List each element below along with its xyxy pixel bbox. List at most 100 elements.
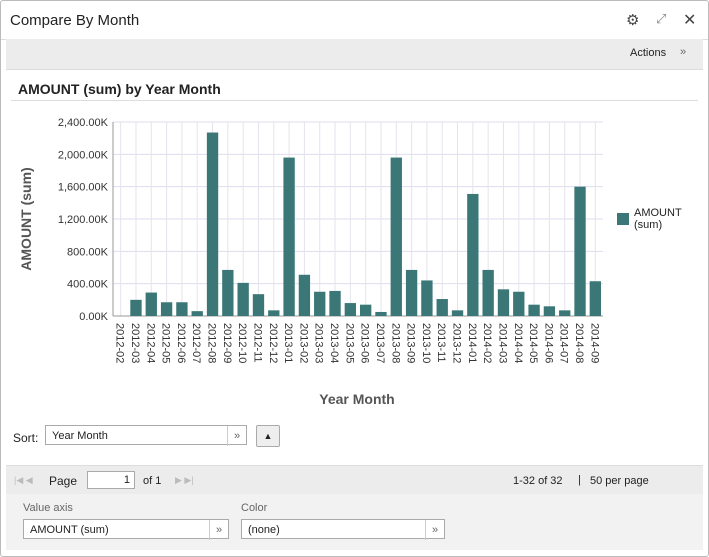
color-label: Color bbox=[241, 502, 268, 514]
actions-arrow[interactable]: » bbox=[680, 46, 687, 58]
x-tick-label: 2014-06 bbox=[542, 323, 554, 363]
y-tick-label: 1,600.00K bbox=[58, 182, 109, 194]
bar bbox=[176, 302, 188, 316]
settings-icon[interactable]: ⚙ bbox=[626, 12, 640, 29]
x-tick-label: 2014-09 bbox=[588, 323, 600, 363]
x-tick-label: 2014-05 bbox=[527, 323, 539, 363]
x-tick-label: 2012-08 bbox=[206, 323, 218, 363]
x-tick-label: 2014-07 bbox=[558, 323, 570, 363]
sort-select[interactable]: Year Month bbox=[45, 425, 247, 446]
bar bbox=[390, 157, 402, 316]
x-tick-label: 2012-02 bbox=[114, 323, 126, 363]
bar bbox=[482, 269, 494, 316]
x-tick-label: 2012-06 bbox=[175, 323, 187, 363]
bar bbox=[589, 281, 602, 316]
divider bbox=[11, 100, 698, 101]
y-tick-label: 2,400.00K bbox=[58, 117, 109, 129]
value-axis-select[interactable]: AMOUNT (sum) bbox=[23, 519, 229, 540]
bar bbox=[574, 186, 586, 316]
y-tick-label: 1,200.00K bbox=[58, 214, 109, 226]
bar bbox=[252, 294, 265, 316]
bar bbox=[191, 311, 203, 316]
y-tick-label: 0.00K bbox=[79, 311, 108, 323]
bar bbox=[559, 310, 571, 316]
page-label: Page bbox=[49, 474, 78, 488]
x-tick-label: 2013-11 bbox=[435, 323, 447, 363]
x-tick-label: 2013-01 bbox=[282, 323, 294, 363]
pager-sep: | bbox=[578, 474, 581, 486]
bar bbox=[451, 310, 464, 316]
bar bbox=[528, 304, 540, 316]
bar bbox=[283, 157, 295, 316]
x-tick-label: 2014-01 bbox=[466, 323, 478, 363]
y-tick-label: 400.00K bbox=[67, 279, 109, 291]
legend-swatch bbox=[617, 213, 629, 225]
bar bbox=[513, 291, 525, 316]
x-tick-label: 2012-12 bbox=[267, 323, 279, 363]
bar bbox=[160, 302, 173, 316]
chart-title: AMOUNT (sum) by Year Month bbox=[18, 81, 221, 97]
x-tick-label: 2013-06 bbox=[359, 323, 371, 363]
x-tick-label: 2014-03 bbox=[496, 323, 508, 363]
bar bbox=[436, 299, 448, 316]
x-tick-label: 2012-11 bbox=[251, 323, 263, 363]
bar bbox=[130, 299, 142, 316]
chart: 0.00K 400.00K 800.00K 1,200.00K 1,600.00K 2,0… bbox=[18, 117, 603, 407]
x-tick-label: 2014-08 bbox=[573, 323, 585, 363]
actions-menu[interactable]: Actions bbox=[630, 47, 667, 59]
bar bbox=[329, 290, 341, 316]
sort-label: Sort: bbox=[13, 431, 39, 445]
value-axis-label: Value axis bbox=[23, 502, 73, 514]
y-tick-label: 2,000.00K bbox=[58, 149, 109, 161]
color-select[interactable]: (none) bbox=[241, 519, 445, 540]
per-page[interactable]: 50 per page bbox=[590, 475, 649, 487]
x-tick-label: 2012-05 bbox=[160, 323, 172, 363]
legend-label: AMOUNT (sum) bbox=[634, 207, 682, 231]
x-tick-label: 2012-10 bbox=[236, 323, 248, 363]
x-tick-label: 2013-12 bbox=[451, 323, 463, 363]
x-tick-label: 2014-02 bbox=[481, 323, 493, 363]
x-tick-label: 2012-07 bbox=[190, 323, 202, 363]
x-tick-label: 2013-10 bbox=[420, 323, 432, 363]
x-tick-label: 2012-03 bbox=[129, 323, 141, 363]
y-axis-label: AMOUNT (sum) bbox=[18, 167, 34, 270]
x-tick-label: 2013-02 bbox=[297, 323, 309, 363]
pager-last[interactable]: ▶ ▶| bbox=[175, 475, 194, 485]
pager-first[interactable]: |◀ ◀ bbox=[14, 475, 33, 485]
bar bbox=[206, 132, 219, 316]
bar bbox=[298, 274, 311, 316]
x-axis-label: Year Month bbox=[319, 391, 394, 407]
x-tick-label: 2013-09 bbox=[405, 323, 417, 363]
x-tick-label: 2012-09 bbox=[221, 323, 233, 363]
bar bbox=[237, 282, 249, 316]
bar bbox=[268, 310, 280, 316]
window-title: Compare By Month bbox=[10, 12, 140, 29]
x-tick-label: 2014-04 bbox=[512, 323, 524, 363]
bar bbox=[359, 304, 372, 316]
bar bbox=[405, 269, 418, 316]
bar bbox=[344, 303, 357, 316]
bar bbox=[375, 311, 387, 316]
x-tick-label: 2013-08 bbox=[389, 323, 401, 363]
sort-direction[interactable]: ▲ bbox=[256, 425, 280, 447]
x-tick-label: 2013-07 bbox=[374, 323, 386, 363]
bar bbox=[421, 280, 433, 316]
bar bbox=[467, 193, 479, 316]
toolbar bbox=[6, 39, 703, 70]
x-tick-label: 2013-05 bbox=[343, 323, 355, 363]
bar bbox=[314, 291, 326, 316]
bar bbox=[543, 306, 556, 316]
bar bbox=[222, 269, 234, 316]
maximize-icon[interactable]: ⤢ bbox=[656, 11, 667, 26]
close-icon[interactable]: ✕ bbox=[683, 12, 697, 29]
x-tick-label: 2013-04 bbox=[328, 323, 340, 363]
bar bbox=[497, 289, 510, 316]
pager-range: 1-32 of 32 bbox=[513, 475, 563, 487]
bar bbox=[145, 292, 157, 316]
y-tick-label: 800.00K bbox=[67, 246, 109, 258]
page-input[interactable]: 1 bbox=[87, 471, 135, 489]
x-tick-label: 2013-03 bbox=[313, 323, 325, 363]
page-of: of 1 bbox=[143, 475, 162, 487]
x-tick-label: 2012-04 bbox=[144, 323, 156, 363]
